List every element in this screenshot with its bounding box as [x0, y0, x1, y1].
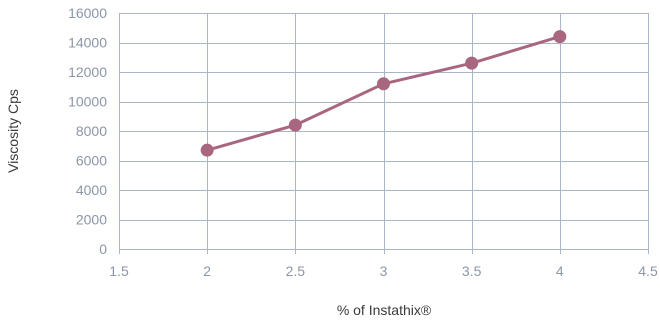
x-tick-label: 3.5 [462, 263, 482, 279]
y-tick-label: 8000 [76, 123, 107, 139]
data-point [553, 30, 567, 44]
y-tick-label: 14000 [68, 35, 107, 51]
y-tick-label: 10000 [68, 94, 107, 110]
data-point [377, 77, 390, 91]
x-axis-title: % of Instathix® [337, 302, 432, 318]
y-tick-label: 12000 [68, 64, 107, 80]
data-point [200, 143, 214, 157]
x-tick-label: 4 [556, 263, 564, 279]
y-tick-label: 16000 [68, 5, 107, 21]
y-tick-label: 4000 [76, 182, 107, 198]
x-tick-label: 1.5 [109, 263, 129, 279]
x-tick-label: 2.5 [286, 263, 306, 279]
y-tick-label: 6000 [76, 153, 107, 169]
y-axis-tick-labels: 0 2000 4000 6000 8000 10000 12000 14000 16000 [68, 5, 107, 257]
data-point [465, 56, 479, 70]
x-tick-label: 2 [203, 263, 211, 279]
y-tick-label: 0 [99, 241, 107, 257]
x-axis-tick-labels: 1.5 2 2.5 3 3.5 4 4.5 [109, 263, 658, 279]
x-tick-label: 3 [380, 263, 388, 279]
y-tick-label: 2000 [76, 212, 107, 228]
data-series [200, 30, 567, 157]
data-point [288, 118, 302, 132]
x-tick-label: 4.5 [638, 263, 658, 279]
grid [119, 13, 649, 254]
series-line [206, 35, 561, 152]
y-axis-title: Viscosity Cps [5, 89, 21, 173]
